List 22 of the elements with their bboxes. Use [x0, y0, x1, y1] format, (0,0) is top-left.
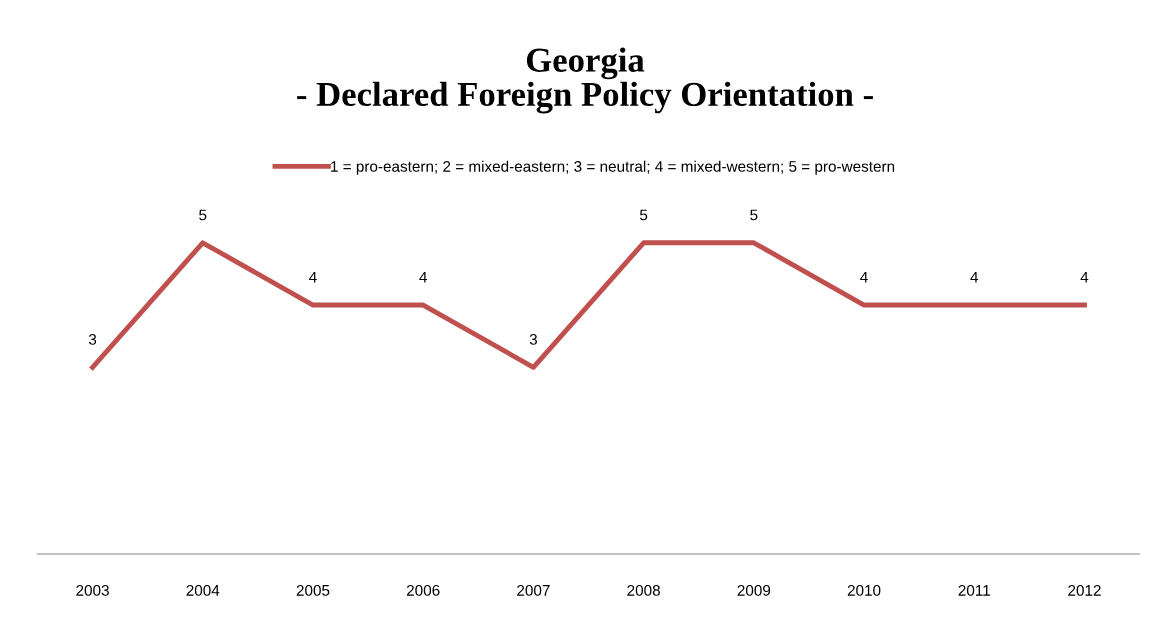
data-label: 4 [419, 271, 427, 283]
x-tick-label: 2012 [1068, 584, 1101, 596]
x-tick-label: 2010 [847, 584, 881, 596]
x-tick-label: 2003 [76, 584, 109, 596]
x-tick-label: 2008 [627, 584, 660, 596]
data-label: 4 [970, 271, 979, 283]
data-label: 3 [529, 333, 537, 345]
data-label: 5 [199, 209, 207, 221]
data-label: 5 [750, 209, 758, 221]
legend-label: 1 = pro-eastern; 2 = mixed-eastern; 3 = neutral; 4 = mixed-western; 5 = pro-western [331, 160, 895, 175]
data-label: 3 [88, 333, 97, 345]
data-label: 5 [639, 209, 648, 221]
chart-title: Georgia - Declared Foreign Policy Orientation - [297, 47, 873, 114]
x-tick-label: 2009 [737, 584, 771, 596]
x-tick-label: 2005 [296, 584, 330, 596]
x-tick-label: 2011 [958, 584, 990, 596]
x-tick-label: 2007 [517, 584, 550, 596]
data-label: 4 [1080, 271, 1089, 283]
data-label: 4 [860, 271, 868, 283]
x-tick-label: 2004 [186, 584, 220, 596]
data-label: 4 [309, 271, 317, 283]
x-tick-label: 2006 [406, 584, 440, 596]
